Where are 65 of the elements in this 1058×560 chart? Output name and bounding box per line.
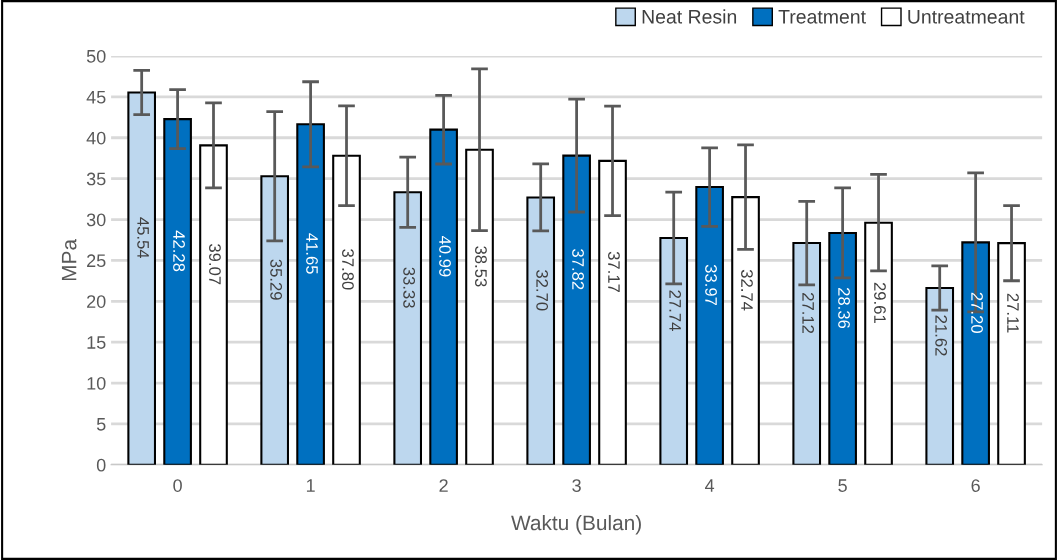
bar <box>731 196 760 465</box>
bar <box>925 286 955 465</box>
bar <box>659 236 689 465</box>
data-label: 42.28 <box>173 230 185 272</box>
y-tick-label: 15 <box>87 336 106 349</box>
bar <box>296 123 325 465</box>
bar <box>163 118 192 465</box>
y-tick-label: 5 <box>96 418 106 431</box>
bar <box>332 154 361 465</box>
y-tick-label: 35 <box>86 172 106 186</box>
data-label: 39.07 <box>209 243 221 285</box>
data-label: 33.97 <box>705 264 717 306</box>
x-tick-label: 2 <box>439 479 448 492</box>
bar <box>792 242 822 465</box>
data-label: 27.74 <box>669 290 682 331</box>
data-label: 27.11 <box>1007 293 1019 333</box>
x-tick-label: 4 <box>705 479 715 492</box>
y-tick-label: 25 <box>87 254 106 268</box>
data-label: 45.54 <box>137 217 149 259</box>
data-label: 32.70 <box>536 270 549 311</box>
y-tick-label: 50 <box>86 49 106 63</box>
data-label: 27.20 <box>971 292 983 333</box>
x-tick-label: 6 <box>971 479 980 492</box>
legend-label: Untreatmeant <box>908 10 1025 24</box>
data-label: 21.62 <box>935 315 948 356</box>
bar <box>695 186 724 465</box>
data-label: 37.80 <box>342 249 354 290</box>
bar <box>598 159 627 465</box>
bar <box>393 191 423 465</box>
x-tick-label: 5 <box>838 479 847 492</box>
x-axis-title: Waktu (Bulan) <box>511 514 641 535</box>
data-label: 37.82 <box>572 249 584 290</box>
x-tick-label: 0 <box>173 479 182 492</box>
bar <box>864 221 893 465</box>
data-label: 33.33 <box>403 267 416 308</box>
data-label: 29.61 <box>874 282 886 323</box>
data-label: 37.17 <box>608 251 620 292</box>
bar <box>127 91 157 465</box>
y-tick-label: 0 <box>96 458 106 472</box>
data-label: 41.65 <box>306 233 318 274</box>
legend-label: Neat Resin <box>642 9 737 24</box>
bar <box>562 154 591 465</box>
data-label: 28.36 <box>838 287 850 329</box>
data-label: 35.29 <box>270 259 283 300</box>
data-label: 40.99 <box>439 235 451 277</box>
bar <box>526 196 556 465</box>
bar <box>429 128 458 465</box>
legend-label: Treatment <box>778 10 866 24</box>
bar <box>961 241 990 465</box>
y-tick-label: 30 <box>86 213 106 227</box>
bar <box>260 175 290 465</box>
y-tick-label: 45 <box>86 91 106 104</box>
data-label: 32.74 <box>741 269 753 311</box>
y-axis-title: MPa <box>61 238 77 281</box>
bar <box>828 231 857 465</box>
y-tick-label: 10 <box>87 376 106 390</box>
x-tick-label: 3 <box>572 479 581 492</box>
bar <box>465 148 494 465</box>
x-tick-label: 1 <box>306 479 315 492</box>
bar <box>199 144 228 465</box>
data-label: 38.53 <box>475 246 487 287</box>
y-tick-label: 20 <box>87 295 106 308</box>
bar <box>997 242 1026 465</box>
data-label: 27.12 <box>802 293 815 334</box>
y-tick-label: 40 <box>86 131 106 145</box>
